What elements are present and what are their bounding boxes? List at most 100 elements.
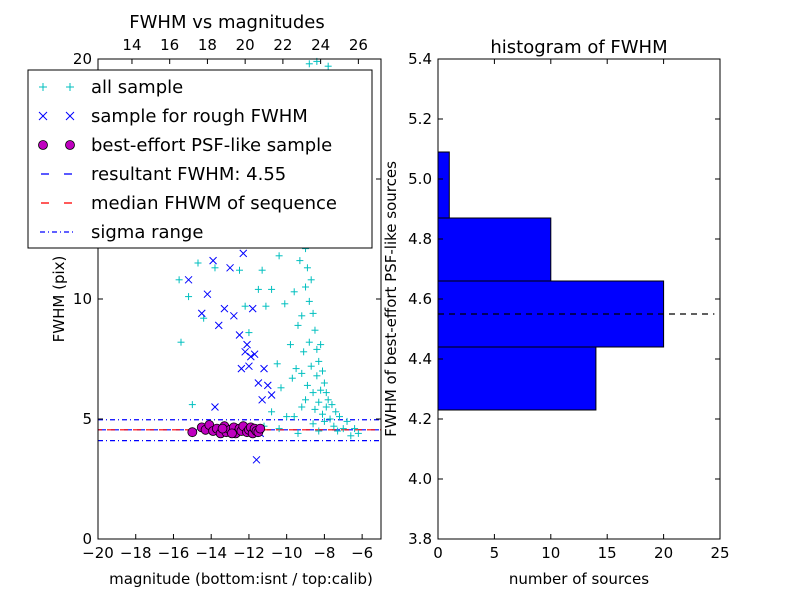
x-b [203,290,212,299]
rough-sample-point [203,290,212,299]
all-sample-point [334,427,342,435]
legend-x-b [65,111,75,121]
all-sample-point [262,302,270,310]
all-sample-point [290,288,298,296]
all-sample-point [309,309,317,317]
all-sample-point [317,386,325,394]
legend-x-b [38,111,48,121]
x-b [214,321,223,330]
all-sample-point [268,285,276,293]
histogram-y-label: FWHM of best-effort PSF-like sources [382,161,400,437]
x-b [184,275,193,284]
rough-sample-point [241,347,250,356]
rough-sample-point [197,309,206,318]
rough-sample-point [245,362,253,371]
all-sample-point [177,338,185,346]
all-sample-point [236,266,243,274]
rough-sample-point [214,321,223,330]
x-b [246,352,255,361]
top-tick-label: 22 [273,36,292,54]
all-sample-point [313,345,321,353]
x-b [229,311,238,320]
x-b [197,309,206,318]
legend-circle [38,140,48,150]
top-tick-label: 24 [311,36,330,54]
all-sample-point [294,429,302,437]
all-sample-point [303,264,311,272]
legend: all sample sample for rough FWHM best-ef… [27,69,373,249]
all-sample-point [351,425,359,433]
all-sample-point [311,405,319,413]
top-tick-label: 26 [349,36,368,54]
rough-sample-point [258,395,266,404]
psf-sample-point [255,423,266,434]
all-sample-point [281,300,289,308]
top-tick-label: 16 [160,36,179,54]
all-sample-point [315,357,323,365]
all-sample-point [307,362,315,370]
y-tick-label: 4.4 [408,350,432,368]
all-sample-point [343,417,351,425]
rough-sample-point [226,263,234,272]
all-sample-point [319,410,327,418]
x-b [209,256,217,265]
x-tick-label: −6 [351,544,373,562]
rough-sample-point [267,391,276,399]
all-sample-point [311,326,319,334]
all-sample-point [335,413,343,421]
x-b [245,362,253,371]
x-b [267,391,276,399]
psf-sample-point [217,423,228,434]
x-b [263,381,272,390]
x-b [239,249,248,258]
psf-sample-point [187,427,198,438]
legend-circle [65,140,75,150]
all-sample-point [347,432,355,440]
scatter-x-ticks: −20 −18 −16 −14 −12 −10 −8 −6 [82,534,373,562]
all-sample-point [275,425,283,433]
all-sample-point [319,367,327,375]
rough-sample-point [184,275,193,284]
legend-label-resultant-fwhm: resultant FWHM: 4.55 [91,164,286,185]
y-tick-label: 4.2 [408,410,432,428]
x-tick-label: 5 [490,544,500,562]
x-tick-label: 20 [654,544,673,562]
all-sample-point [302,396,310,404]
all-sample-point [194,259,202,267]
x-b [211,403,219,411]
x-b [241,347,250,356]
rough-sample-point [254,379,263,387]
all-sample-point [273,360,281,368]
scatter-title: FWHM vs magnitudes [129,12,324,33]
all-sample-point [292,365,300,373]
top-tick-label: 14 [122,36,141,54]
all-sample-point [258,266,266,274]
x-tick-label: 0 [433,544,443,562]
rough-sample-point [229,311,238,320]
y-tick-label: 4.8 [408,230,432,248]
all-sample-point [324,396,332,404]
rough-sample-point [260,364,268,373]
all-sample-point [268,408,276,416]
y-tick-label: 0 [82,530,92,548]
all-sample-point [241,302,249,310]
all-sample-point [283,413,291,421]
all-sample-point [307,276,315,284]
all-sample-point [298,369,306,377]
all-sample-point [354,429,362,437]
y-tick-label: 5 [82,410,92,428]
all-sample-point [315,398,323,406]
y-tick-label: 3.8 [408,530,432,548]
histogram-bar [437,217,552,282]
x-b [220,304,229,313]
all-sample-point [339,425,347,433]
histogram-title: histogram of FWHM [490,37,667,58]
all-sample-point [288,374,296,382]
all-sample-point [296,257,304,265]
all-sample-point [277,384,285,392]
all-sample-point [185,293,193,301]
histogram-y-ticks: 3.8 4.0 4.2 4.4 4.6 4.8 5.0 5.2 5.4 [408,50,720,548]
histogram-bar [437,346,597,411]
all-sample-point [326,415,334,423]
